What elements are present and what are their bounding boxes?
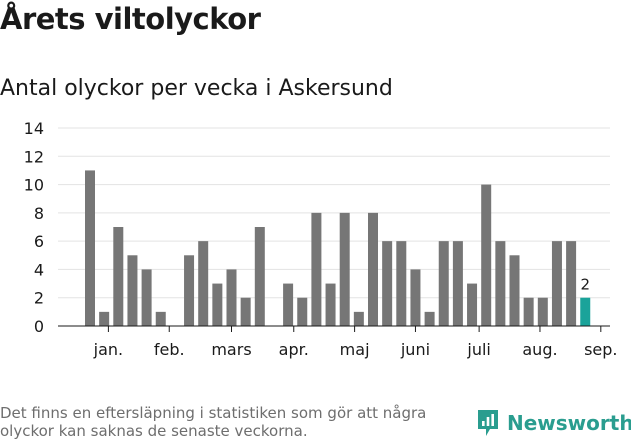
data-labels: 2 [580,276,590,294]
y-tick-label: 12 [24,147,44,166]
bar-v12 [240,297,251,326]
bar-v34 [551,241,562,326]
y-tick-label: 6 [34,232,44,251]
bar-v15 [283,283,294,326]
x-tick-label: juli [466,340,490,359]
bar-v31 [509,255,520,326]
bar-v11 [226,269,237,326]
bar-v33 [537,297,548,326]
y-tick-label: 2 [34,289,44,308]
bar-v23 [396,241,407,326]
bar-v22 [382,241,393,326]
x-tick-label: apr. [279,340,309,359]
x-tick-label: mars [211,340,251,359]
bar-v4 [127,255,138,326]
bar-v25 [424,311,435,326]
bar-v6 [155,311,166,326]
y-tick-label: 10 [24,176,44,195]
bar-v3 [113,227,124,326]
x-tick-label: aug. [522,340,557,359]
bar-v26 [438,241,449,326]
bar-v16 [297,297,308,326]
bar-v19 [339,212,350,326]
bar-v36 [580,297,591,326]
x-tick-label: feb. [154,340,185,359]
x-tick-label: jan. [93,340,123,359]
bar-v9 [198,241,209,326]
bar-v28 [467,283,478,326]
brand: Newsworthy [476,408,631,438]
brand-name: Newsworthy [507,411,631,435]
bars [85,170,591,326]
grid-lines [58,127,610,299]
chart-title: Årets viltolyckor [0,2,261,36]
bar-v2 [99,311,110,326]
bar-v24 [410,269,421,326]
y-tick-label: 0 [34,317,44,336]
bar-v10 [212,283,223,326]
newsworthy-logo-icon [478,410,498,436]
x-tick-label: maj [340,340,370,359]
bar-v32 [523,297,534,326]
y-tick-label: 14 [24,119,44,138]
bar-v13 [254,227,265,326]
bar-v29 [481,184,492,326]
bar-v30 [495,241,506,326]
y-axis-ticks: 0 2 4 6 8 10 12 14 [24,119,44,336]
bar-v5 [141,269,152,326]
bar-v8 [184,255,195,326]
footnote: Det finns en eftersläpning i statistiken… [0,404,427,440]
bar-v35 [566,241,577,326]
data-label: 2 [580,276,590,294]
bar-v21 [368,212,378,326]
chart-subtitle: Antal olyckor per vecka i Askersund [0,76,393,101]
y-tick-label: 8 [34,204,44,223]
x-tick-label: juni [400,340,430,359]
bar-v27 [452,241,463,326]
bar-chart: 0 2 4 6 8 10 12 14 2 jan. feb. mars apr. maj juni jul… [24,119,618,359]
bar-v20 [353,311,364,326]
bar-v18 [325,283,336,326]
bar-v1 [85,170,95,326]
x-tick-label: sep. [584,340,617,359]
bar-v17 [311,212,322,326]
y-tick-label: 4 [34,260,44,279]
x-axis-ticks: jan. feb. mars apr. maj juni juli aug. sep. [93,326,618,359]
